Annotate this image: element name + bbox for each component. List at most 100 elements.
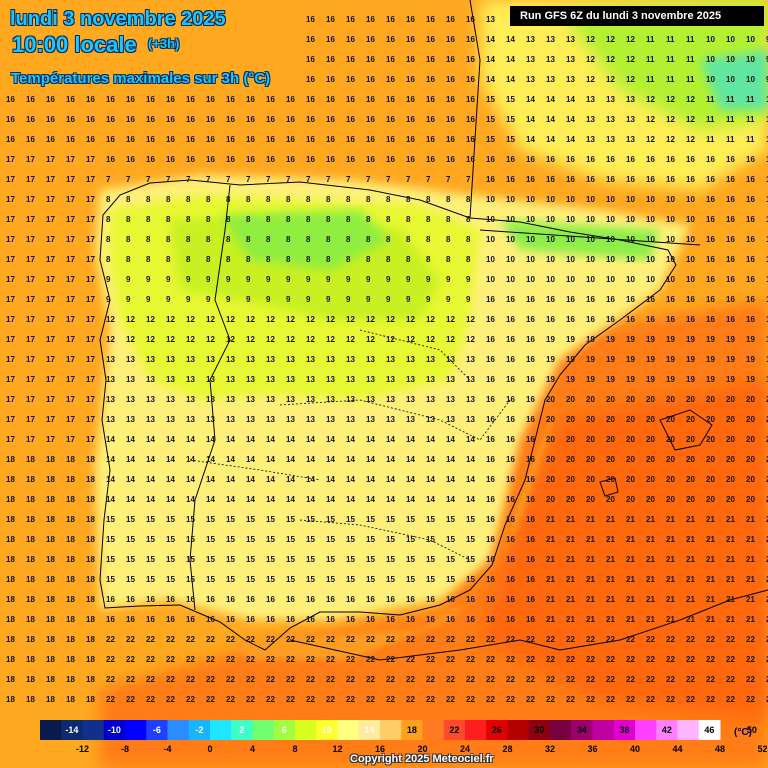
temperature-value: 9 (146, 275, 151, 284)
temperature-value: 14 (406, 455, 415, 464)
temperature-value: 8 (106, 195, 111, 204)
legend-top-label: 38 (619, 725, 629, 735)
temperature-value: 10 (686, 235, 695, 244)
temperature-value: 10 (666, 255, 675, 264)
temperature-value: 22 (706, 635, 715, 644)
temperature-value: 7 (346, 175, 351, 184)
temperature-value: 22 (406, 655, 415, 664)
temperature-value: 9 (446, 275, 451, 284)
temperature-value: 20 (766, 455, 768, 464)
temperature-value: 21 (626, 555, 635, 564)
temperature-value: 16 (726, 215, 735, 224)
temperature-value: 16 (206, 155, 215, 164)
temperature-value: 22 (366, 655, 375, 664)
temperature-value: 12 (466, 315, 475, 324)
temperature-value: 17 (6, 335, 15, 344)
temperature-value: 18 (66, 555, 75, 564)
temperature-value: 16 (546, 175, 555, 184)
temperature-value: 13 (186, 415, 195, 424)
temperature-value: 22 (246, 635, 255, 644)
temperature-value: 14 (466, 495, 475, 504)
temperature-value: 16 (726, 315, 735, 324)
temperature-value: 21 (626, 615, 635, 624)
temperature-value: 11 (726, 115, 735, 124)
temperature-value: 17 (66, 275, 75, 284)
temperature-value: 22 (746, 655, 755, 664)
temperature-value: 16 (506, 175, 515, 184)
temperature-value: 13 (246, 415, 255, 424)
temperature-value: 22 (286, 655, 295, 664)
temperature-value: 16 (406, 35, 415, 44)
legend-swatch (82, 720, 105, 740)
temperature-value: 17 (46, 295, 55, 304)
temperature-value: 13 (166, 415, 175, 424)
temperature-value: 17 (86, 415, 95, 424)
temperature-value: 15 (186, 575, 195, 584)
temperature-value: 22 (546, 695, 555, 704)
temperature-value: 16 (286, 115, 295, 124)
temperature-value: 10 (506, 255, 515, 264)
temperature-value: 13 (246, 355, 255, 364)
temperature-value: 16 (366, 95, 375, 104)
temperature-value: 15 (386, 515, 395, 524)
temperature-value: 15 (146, 535, 155, 544)
legend-swatch (656, 720, 678, 740)
temperature-value: 21 (666, 515, 675, 524)
temperature-value: 16 (686, 175, 695, 184)
temperature-value: 15 (446, 555, 455, 564)
temperature-value: 18 (26, 495, 35, 504)
temperature-value: 12 (366, 335, 375, 344)
temperature-value: 14 (146, 495, 155, 504)
temperature-value: 12 (646, 135, 655, 144)
temperature-value: 13 (146, 355, 155, 364)
temperature-value: 13 (226, 395, 235, 404)
temperature-value: 22 (666, 695, 675, 704)
temperature-value: 18 (6, 635, 15, 644)
temperature-value: 16 (626, 295, 635, 304)
temperature-value: 10 (506, 235, 515, 244)
temperature-value: 14 (246, 455, 255, 464)
temperature-value: 16 (706, 235, 715, 244)
legend-bottom-label: 20 (417, 744, 427, 754)
temperature-value: 11 (686, 35, 695, 44)
temperature-value: 17 (46, 215, 55, 224)
temperature-value: 20 (766, 395, 768, 404)
temperature-value: 10 (586, 195, 595, 204)
temperature-value: 9 (386, 275, 391, 284)
legend-bottom-label: 16 (375, 744, 385, 754)
temperature-value: 16 (406, 95, 415, 104)
temperature-value: 17 (26, 355, 35, 364)
legend-swatch (358, 720, 381, 740)
temperature-value: 16 (706, 155, 715, 164)
temperature-value: 17 (66, 255, 75, 264)
temperature-value: 13 (406, 415, 415, 424)
temperature-value: 16 (766, 275, 768, 284)
temperature-value: 9 (426, 275, 431, 284)
temperature-value: 22 (186, 655, 195, 664)
temperature-value: 12 (686, 95, 695, 104)
temperature-value: 21 (646, 615, 655, 624)
temperature-value: 10 (546, 235, 555, 244)
temperature-value: 7 (166, 175, 171, 184)
temperature-value: 15 (506, 135, 515, 144)
temperature-value: 12 (406, 315, 415, 324)
temperature-value: 18 (66, 695, 75, 704)
temperature-value: 16 (566, 175, 575, 184)
temperature-value: 14 (286, 495, 295, 504)
legend-swatch (401, 720, 423, 740)
temperature-value: 8 (146, 195, 151, 204)
temperature-value: 7 (186, 175, 191, 184)
temperature-value: 19 (546, 355, 555, 364)
temperature-value: 8 (146, 215, 151, 224)
temperature-value: 13 (366, 375, 375, 384)
temperature-value: 15 (466, 575, 475, 584)
temperature-value: 16 (386, 75, 395, 84)
temperature-value: 16 (486, 575, 495, 584)
temperature-value: 17 (46, 175, 55, 184)
temperature-value: 13 (426, 375, 435, 384)
temperature-value: 22 (346, 675, 355, 684)
temperature-value: 20 (706, 415, 715, 424)
temperature-value: 22 (666, 675, 675, 684)
temperature-value: 21 (706, 595, 715, 604)
temperature-value: 20 (746, 395, 755, 404)
